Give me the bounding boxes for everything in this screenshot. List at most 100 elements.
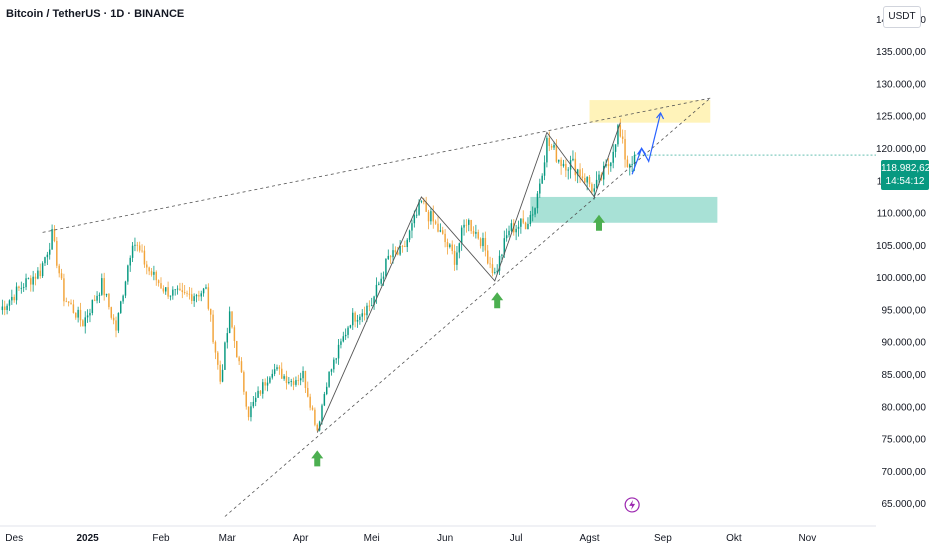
candle-body [20,287,23,289]
candle-body [167,287,169,297]
candle-body [314,409,316,425]
candle-body [446,242,449,247]
y-tick-label: 135.000,00 [876,47,926,58]
candle-body [4,306,6,310]
candle-body [581,176,584,178]
candle-body [127,265,129,282]
arrow-up-icon [491,292,504,309]
last-price-tag: 118.982,62 14:54:12 [881,160,930,190]
candle-body [124,281,127,296]
candle-body [202,288,205,294]
candle-body [610,162,612,167]
projection-arrowhead-icon [656,111,665,120]
candle-body [337,344,340,359]
x-tick-label: Agst [580,533,600,544]
candle-body [290,381,292,382]
candle-body [593,188,595,192]
candle-body [586,176,588,183]
candle-body [254,397,257,402]
candle-body [103,278,105,296]
arrow-up-icon [311,450,324,467]
candle-body [562,163,565,167]
candle-body [368,305,371,307]
candle-body [318,421,321,431]
currency-badge[interactable]: USDT [883,6,921,28]
candle-body [442,230,444,234]
candle-body [299,378,302,381]
candle-body [385,258,387,277]
resistance-zone [589,100,711,123]
candle-body [281,368,283,379]
candle-body [612,151,614,163]
candle-body [96,295,98,301]
candle-body [536,193,539,209]
candle-body [67,301,70,303]
candle-body [27,278,30,279]
y-tick-label: 90.000,00 [882,338,927,349]
candle-body [430,211,432,222]
candle-body [143,250,146,265]
pattern-zigzag [316,122,621,433]
candle-body [404,246,406,248]
candle-body [389,255,392,258]
x-tick-label: Okt [726,533,742,544]
y-tick-label: 110.000,00 [877,209,927,220]
candle-body [198,295,200,297]
candle-body [122,295,124,302]
candle-body [117,312,120,331]
y-tick-label: 120.000,00 [876,144,926,155]
candle-body [494,272,496,274]
candle-body [614,144,617,152]
candle-body [505,235,508,239]
candle-body [183,292,186,293]
projection-arrowhead-icon [637,147,647,155]
candle-body [432,211,434,222]
candle-body [352,312,354,326]
candle-body [193,296,195,302]
candle-body [304,370,307,388]
candle-body [205,287,207,289]
candle-body [468,220,470,225]
candle-body [195,295,198,297]
candle-body [98,294,101,296]
candle-body [259,390,262,394]
candle-body [115,320,117,331]
y-tick-label: 105.000,00 [876,241,926,252]
candle-body [53,229,56,241]
y-tick-label: 125.000,00 [876,112,926,123]
candle-body [77,309,79,318]
candle-body [75,312,77,318]
candle-body [221,369,224,382]
candle-body [44,257,46,264]
candle-body [423,201,425,203]
candle-body [162,288,165,292]
candle-body [425,201,427,212]
candle-body [579,169,581,177]
candle-body [236,340,238,358]
candle-body [13,296,15,301]
candle-body [378,283,380,285]
candle-body [153,271,155,275]
candle-body [278,367,281,369]
candle-body [472,231,475,234]
candle-body [517,226,520,229]
candle-body [344,334,347,337]
candle-body [39,270,41,277]
candle-body [484,237,487,251]
candle-body [382,276,385,279]
candle-body [520,218,522,227]
candle-body [553,144,555,148]
candle-body [453,250,456,265]
candle-body [276,367,278,370]
candle-body [482,237,484,247]
candle-body [257,390,259,398]
candle-body [475,232,477,234]
candle-body [576,169,579,176]
bar-countdown: 14:54:12 [885,176,925,187]
candle-body [543,162,546,176]
lightning-bolt [629,499,636,510]
candle-body [297,380,300,381]
candle-body [262,382,264,394]
price-axis [876,0,932,550]
